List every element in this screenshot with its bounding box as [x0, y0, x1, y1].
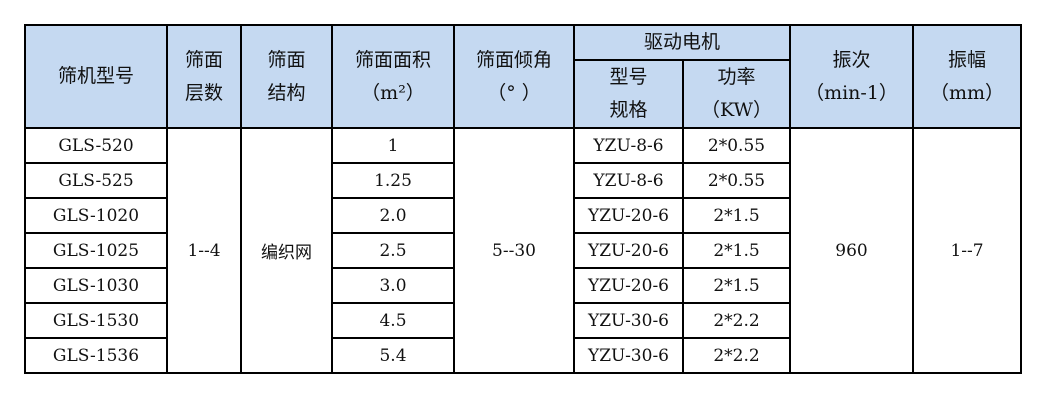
header-motor: 驱动电机 — [572, 24, 792, 61]
cell-amplitude: 1--7 — [912, 127, 1023, 374]
header-area: 筛面面积 （m²） — [331, 24, 455, 129]
cell-structure: 编织网 — [240, 127, 333, 374]
screen-spec-table: 筛机型号 筛面 层数 筛面 结构 筛面面积 （m²） 筛面倾角 （° ） 驱动电机 振次… — [24, 24, 1023, 374]
header-amplitude: 振幅 （mm） — [912, 24, 1023, 129]
cell-model: GLS-520 — [24, 127, 168, 164]
cell-area: 2.5 — [331, 232, 455, 269]
cell-area: 1 — [331, 127, 455, 164]
cell-motor-model: YZU-30-6 — [573, 302, 684, 339]
table-row: GLS-525 1.25 YZU-8-6 2*0.55 — [24, 162, 1021, 199]
cell-area: 1.25 — [331, 162, 455, 199]
cell-layers: 1--4 — [166, 127, 242, 374]
cell-area: 4.5 — [331, 302, 455, 339]
table-row: GLS-1030 3.0 YZU-20-6 2*1.5 — [24, 267, 1021, 304]
cell-motor-model: YZU-8-6 — [573, 162, 684, 199]
cell-motor-power: 2*0.55 — [681, 162, 792, 199]
table-row: GLS-1025 2.5 YZU-20-6 2*1.5 — [24, 232, 1021, 269]
cell-motor-power: 2*1.5 — [681, 232, 792, 269]
cell-motor-model: YZU-20-6 — [573, 232, 684, 269]
table-row: GLS-520 1--4 编织网 1 5--30 YZU-8-6 2*0.55 960 1--7 — [24, 127, 1023, 374]
cell-frequency: 960 — [789, 127, 915, 374]
cell-angle: 5--30 — [453, 127, 575, 374]
cell-area: 5.4 — [331, 337, 455, 374]
cell-model: GLS-1020 — [24, 197, 168, 234]
cell-motor-model: YZU-30-6 — [573, 337, 684, 374]
cell-motor-power: 2*0.55 — [681, 127, 792, 164]
cell-model: GLS-1536 — [24, 337, 168, 374]
cell-model: GLS-525 — [24, 162, 168, 199]
header-motor-model: 型号 规格 — [573, 59, 684, 129]
cell-model: GLS-1030 — [24, 267, 168, 304]
cell-motor-power: 2*2.2 — [681, 337, 792, 374]
header-model: 筛机型号 — [24, 24, 168, 129]
header-structure: 筛面 结构 — [240, 24, 333, 129]
cell-motor-power: 2*2.2 — [681, 302, 792, 339]
cell-model: GLS-1025 — [24, 232, 168, 269]
header-frequency: 振次 （min-1） — [789, 24, 915, 129]
cell-motor-model: YZU-20-6 — [573, 197, 684, 234]
cell-motor-power: 2*1.5 — [681, 197, 792, 234]
table-row: GLS-1020 2.0 YZU-20-6 2*1.5 — [24, 197, 1021, 234]
cell-model: GLS-1530 — [24, 302, 168, 339]
header-angle: 筛面倾角 （° ） — [453, 24, 575, 129]
header-layers: 筛面 层数 — [166, 24, 242, 129]
cell-motor-model: YZU-20-6 — [573, 267, 684, 304]
table-row: GLS-1536 5.4 YZU-30-6 2*2.2 — [24, 337, 1021, 374]
cell-motor-model: YZU-8-6 — [573, 127, 684, 164]
cell-area: 2.0 — [331, 197, 455, 234]
table-row: GLS-1530 4.5 YZU-30-6 2*2.2 — [24, 302, 1021, 339]
header-motor-power: 功率 （KW） — [681, 59, 792, 129]
cell-motor-power: 2*1.5 — [681, 267, 792, 304]
cell-area: 3.0 — [331, 267, 455, 304]
